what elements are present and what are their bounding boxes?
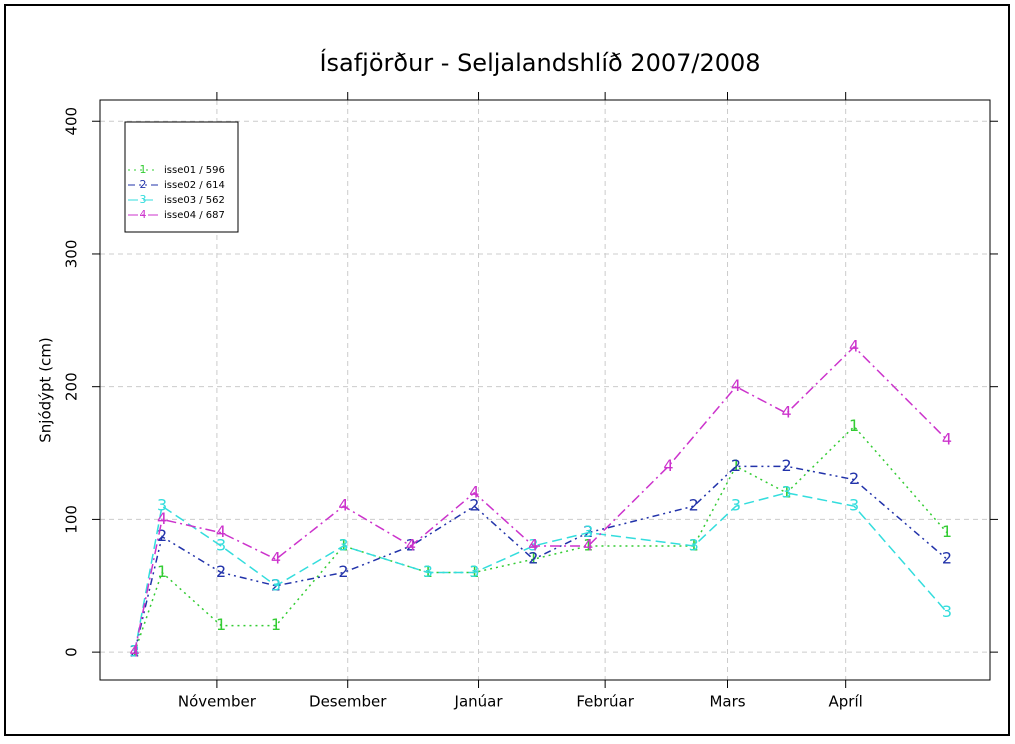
- data-point: 4: [469, 482, 479, 501]
- data-point: 2: [849, 469, 859, 488]
- data-point: 3: [731, 496, 741, 515]
- data-point: 1: [731, 456, 741, 475]
- data-point: 1: [271, 615, 281, 634]
- y-tick-label: 100: [63, 505, 81, 534]
- x-tick-label: Mars: [709, 693, 745, 711]
- data-point: 2: [271, 575, 281, 594]
- data-point: 2: [731, 456, 741, 475]
- y-tick-label: 300: [63, 240, 81, 269]
- legend-symbol: 4: [140, 208, 147, 221]
- data-point: 2: [406, 535, 416, 554]
- data-point: 4: [216, 522, 226, 541]
- legend-label: isse01 / 596: [164, 165, 225, 176]
- legend-box: [124, 121, 239, 233]
- data-point: 1: [782, 482, 792, 501]
- data-point: 1: [942, 522, 952, 541]
- data-point: 1: [423, 562, 433, 581]
- data-point: 2: [942, 549, 952, 568]
- data-point: 3: [271, 575, 281, 594]
- data-point: 3: [338, 535, 348, 554]
- data-point: 3: [942, 602, 952, 621]
- data-point: 4: [528, 535, 538, 554]
- data-point: 1: [157, 562, 167, 581]
- chart-title: Ísafjörður - Seljalandshlíð 2007/2008: [319, 48, 760, 77]
- data-point: 1: [849, 416, 859, 435]
- data-point: 4: [782, 403, 792, 422]
- data-point: 3: [849, 496, 859, 515]
- x-tick-label: Nóvember: [178, 693, 257, 711]
- x-tick-label: Desember: [309, 693, 387, 711]
- series-line: [133, 492, 948, 653]
- x-tick-label: Janúar: [454, 693, 504, 711]
- data-point: 4: [338, 496, 348, 515]
- data-point: 2: [469, 496, 479, 515]
- data-point: 3: [689, 535, 699, 554]
- data-point: 1: [583, 535, 593, 554]
- x-tick-label: Apríl: [829, 693, 863, 711]
- data-point: 4: [130, 642, 140, 661]
- data-point: 2: [782, 456, 792, 475]
- series-line: [133, 465, 948, 653]
- data-point: 2: [157, 526, 167, 545]
- data-point: 2: [338, 562, 348, 581]
- legend-label: isse03 / 562: [164, 195, 225, 206]
- data-point: 2: [583, 522, 593, 541]
- data-point: 3: [157, 496, 167, 515]
- data-point: 4: [583, 535, 593, 554]
- data-point: 2: [216, 562, 226, 581]
- data-point: 1: [528, 549, 538, 568]
- legend-symbol: 2: [140, 178, 147, 191]
- legend-label: isse04 / 687: [164, 210, 225, 221]
- data-point: 4: [731, 376, 741, 395]
- data-point: 3: [583, 522, 593, 541]
- data-point: 2: [689, 496, 699, 515]
- data-point: 4: [406, 535, 416, 554]
- series-line: [133, 345, 948, 653]
- legend-symbol: 1: [140, 163, 147, 176]
- y-axis-label: Snjódýpt (cm): [37, 337, 55, 443]
- y-tick-label: 200: [63, 372, 81, 401]
- data-point: 3: [782, 482, 792, 501]
- y-tick-label: 400: [63, 107, 81, 136]
- data-point: 4: [663, 456, 673, 475]
- data-point: 4: [942, 429, 952, 448]
- data-point: 3: [423, 562, 433, 581]
- data-point: 1: [216, 615, 226, 634]
- data-point: 4: [271, 549, 281, 568]
- data-point: 4: [157, 509, 167, 528]
- data-point: 2: [528, 549, 538, 568]
- data-point: 1: [338, 535, 348, 554]
- plot-area: [99, 99, 991, 681]
- legend-symbol: 3: [140, 193, 147, 206]
- x-tick-label: Febrúar: [576, 693, 634, 711]
- y-tick-label: 0: [63, 647, 81, 657]
- frame: [4, 4, 1010, 736]
- data-point: 3: [469, 562, 479, 581]
- data-point: 3: [216, 535, 226, 554]
- data-point: 1: [469, 562, 479, 581]
- data-point: 4: [849, 336, 859, 355]
- legend-label: isse02 / 614: [164, 180, 225, 191]
